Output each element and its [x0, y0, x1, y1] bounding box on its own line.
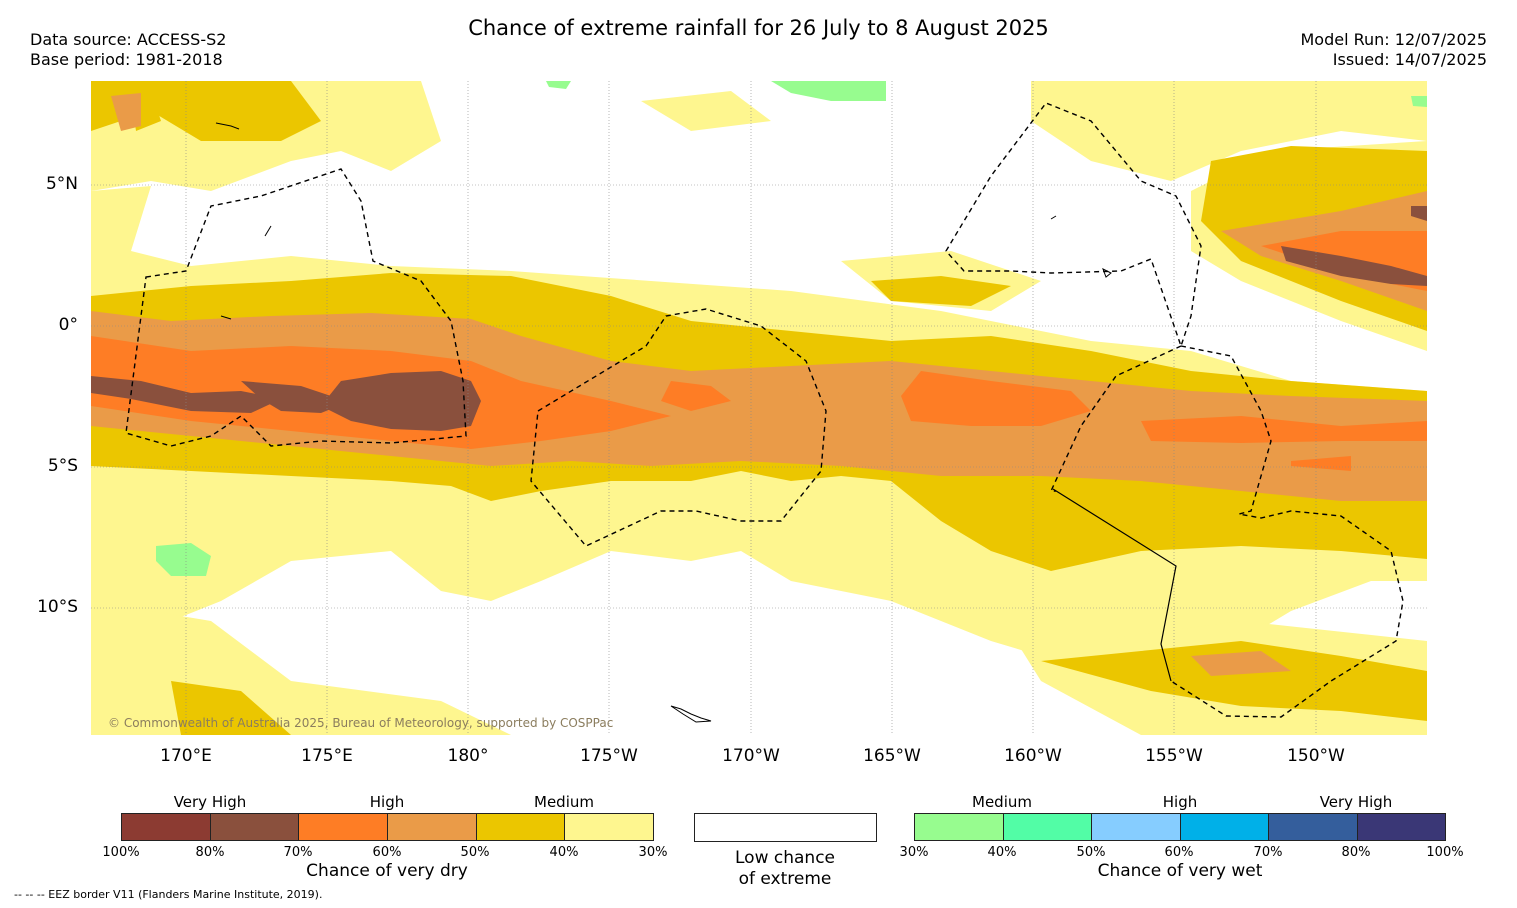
copyright-text: © Commonwealth of Australia 2025, Bureau… — [108, 716, 614, 730]
dry-tick: 30% — [638, 845, 668, 860]
wet-swatch — [1003, 814, 1092, 840]
lon-label: 155°W — [1145, 746, 1203, 766]
rainfall-map — [91, 81, 1427, 735]
low-chance-line1: Low chance — [735, 848, 835, 868]
low-chance-swatch — [694, 813, 877, 842]
wet-tick: 60% — [1164, 845, 1194, 860]
graticule — [91, 81, 1427, 735]
lon-label: 170°W — [722, 746, 780, 766]
data-source-block: Data source: ACCESS-S2 Base period: 1981… — [30, 30, 226, 70]
wet-swatch — [915, 814, 1004, 840]
wet-tick: 30% — [899, 845, 929, 860]
wet-30-region — [156, 81, 1427, 576]
wet-tick: 100% — [1426, 845, 1464, 860]
lat-label: 5°N — [45, 174, 78, 194]
wet-category-medium: Medium — [972, 793, 1032, 811]
dry-category-very-high: Very High — [173, 793, 247, 811]
lat-label: 0° — [58, 315, 78, 335]
dry-colorbar — [121, 813, 654, 841]
lon-label: 175°W — [580, 746, 638, 766]
dry-70-region — [91, 206, 1427, 431]
dry-tick: 70% — [283, 845, 313, 860]
eez-solid — [1052, 488, 1177, 682]
dry-tick: 50% — [460, 845, 490, 860]
lon-label: 175°E — [301, 746, 353, 766]
wet-colorbar — [914, 813, 1446, 841]
wet-swatch — [1357, 814, 1445, 840]
wet-tick: 80% — [1341, 845, 1371, 860]
wet-tick: 70% — [1253, 845, 1283, 860]
lon-label: 170°E — [160, 746, 212, 766]
dry-swatch — [210, 814, 300, 840]
low-chance-label: Low chance of extreme — [685, 848, 885, 890]
eez-borders — [125, 102, 1404, 718]
wet-tick: 40% — [987, 845, 1017, 860]
base-period-text: Base period: 1981-2018 — [30, 50, 223, 69]
wet-category-very-high: Very High — [1319, 793, 1393, 811]
data-source-text: Data source: ACCESS-S2 — [30, 30, 227, 49]
dry-tick: 60% — [372, 845, 402, 860]
dry-tick: 40% — [549, 845, 579, 860]
lon-label: 180° — [447, 746, 489, 766]
dry-category-medium: Medium — [534, 793, 594, 811]
wet-legend-title: Chance of very wet — [1097, 861, 1263, 881]
lat-label: 10°S — [37, 597, 78, 617]
wet-tick: 50% — [1076, 845, 1106, 860]
dry-swatch — [565, 814, 654, 840]
model-run-text: Model Run: 12/07/2025 — [1300, 30, 1488, 49]
wet-swatch — [1092, 814, 1181, 840]
dry-tick: 80% — [195, 845, 225, 860]
lon-label: 150°W — [1287, 746, 1345, 766]
dry-category-high: High — [369, 793, 405, 811]
dry-swatch — [476, 814, 566, 840]
model-run-block: Model Run: 12/07/2025 Issued: 14/07/2025 — [1301, 30, 1488, 70]
islands — [215, 122, 1112, 723]
lat-label: 5°S — [47, 456, 78, 476]
dry-swatch — [122, 814, 211, 840]
eez-border-note: -- -- -- EEZ border V11 (Flanders Marine… — [14, 888, 323, 901]
wet-swatch — [1269, 814, 1358, 840]
low-chance-line2: of extreme — [738, 869, 832, 889]
dry-tick: 100% — [102, 845, 140, 860]
wet-swatch — [1180, 814, 1269, 840]
dry-legend-title: Chance of very dry — [306, 861, 468, 881]
dry-swatch — [299, 814, 389, 840]
map-title: Chance of extreme rainfall for 26 July t… — [468, 16, 1049, 40]
lon-label: 160°W — [1004, 746, 1062, 766]
dry-swatch — [388, 814, 477, 840]
lon-label: 165°W — [863, 746, 921, 766]
issued-text: Issued: 14/07/2025 — [1332, 50, 1487, 69]
wet-category-high: High — [1162, 793, 1198, 811]
